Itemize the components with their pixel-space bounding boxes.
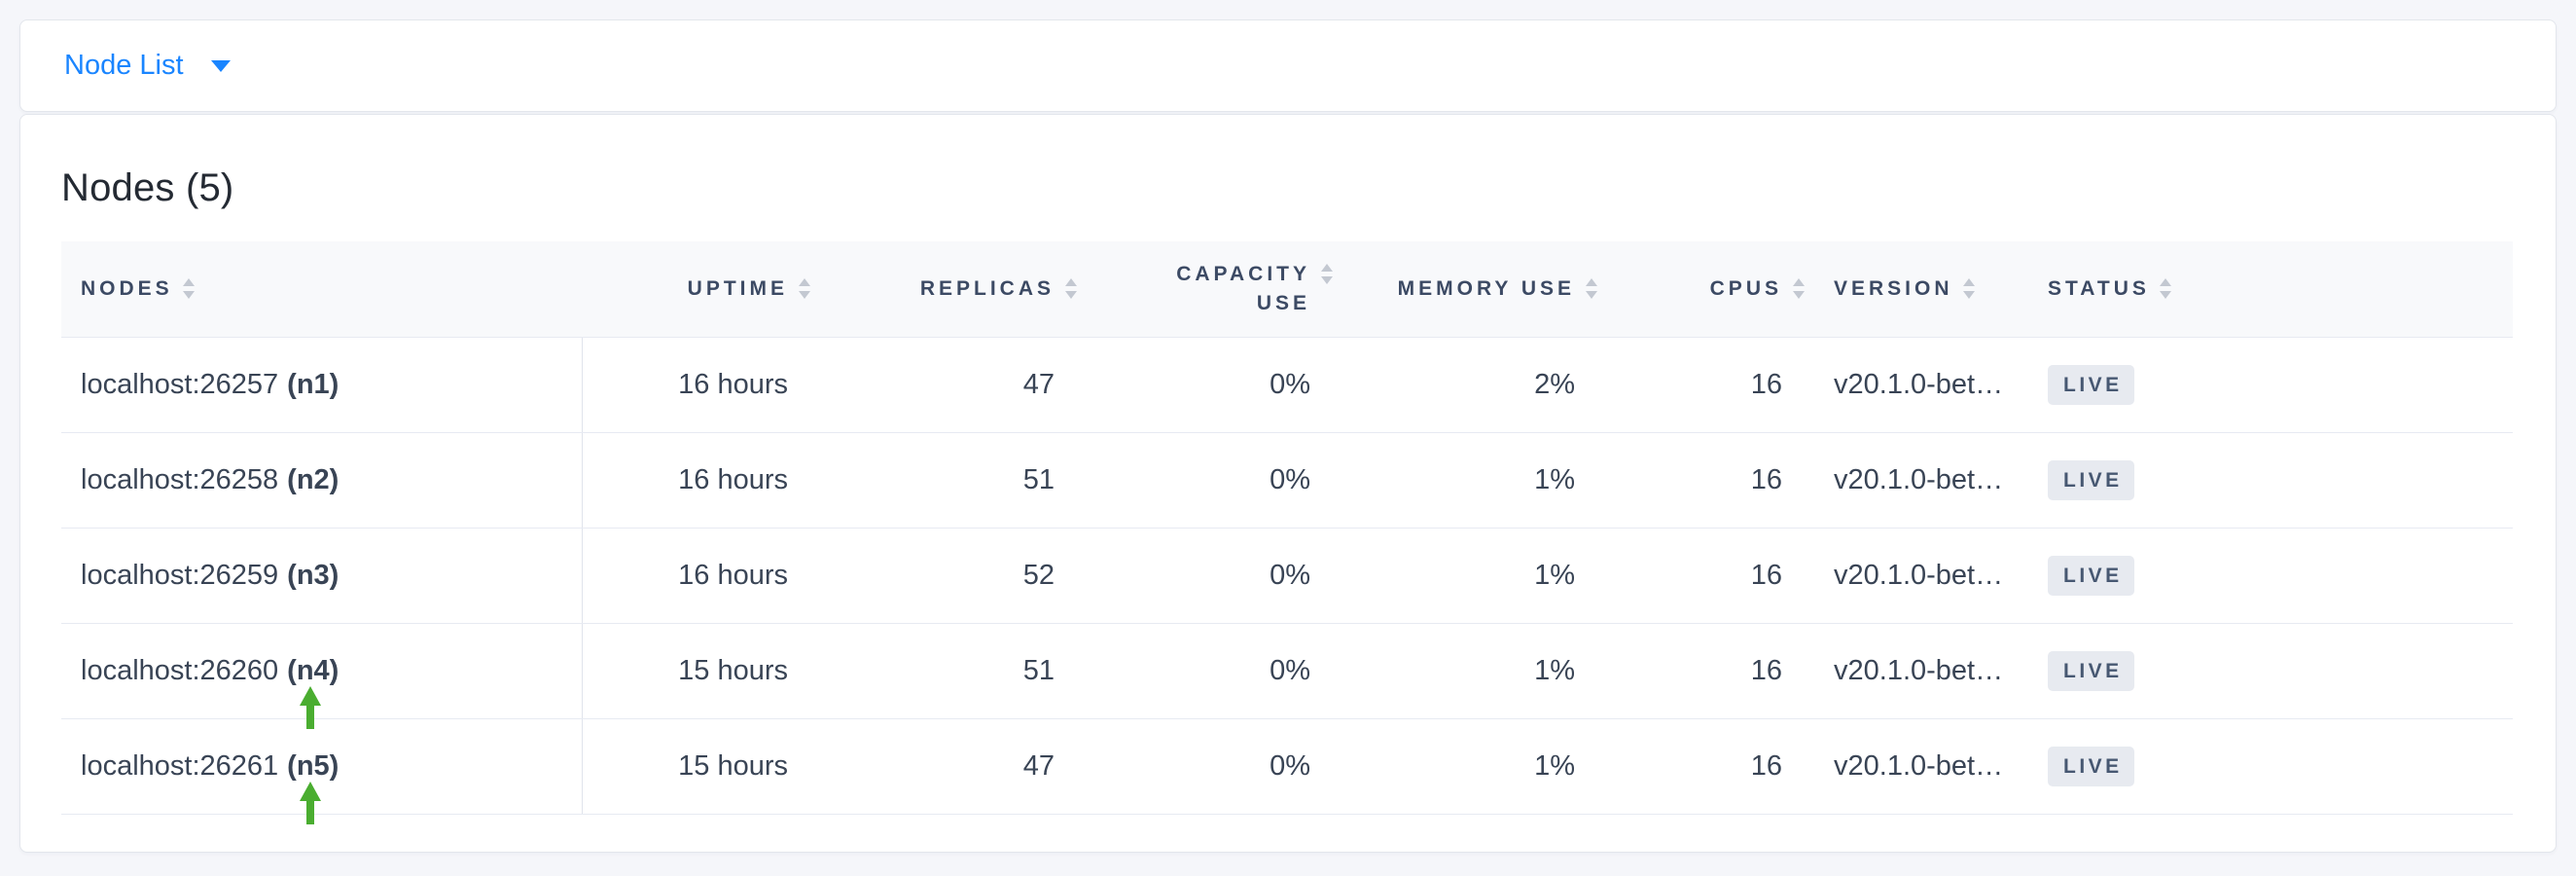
column-header-label: CPUS xyxy=(1709,276,1782,300)
cpus-cell: 16 xyxy=(1607,623,1814,719)
column-header-uptime[interactable]: UPTIME xyxy=(582,241,820,338)
view-dropdown[interactable]: Node List xyxy=(64,50,231,82)
node-id: (n3) xyxy=(287,559,340,591)
node-address: localhost:26259 xyxy=(81,559,279,591)
column-header-cpus[interactable]: CPUS xyxy=(1607,241,1814,338)
status-cell: LIVE xyxy=(2028,528,2513,624)
column-header-label: UPTIME xyxy=(687,276,788,300)
annotation-arrow-icon xyxy=(300,685,321,729)
table-row[interactable]: localhost:26259 (n3) 16 hours 52 0% 1% 1… xyxy=(61,528,2513,624)
capacity-use-cell: 0% xyxy=(1087,623,1342,719)
page-title: Nodes (5) xyxy=(61,166,234,209)
node-address: localhost:26261 xyxy=(81,749,279,782)
sort-icon xyxy=(1575,278,1607,300)
column-header-label: NODES xyxy=(81,276,173,300)
node-cell[interactable]: localhost:26258 (n2) xyxy=(61,432,583,529)
annotation-arrow-icon xyxy=(300,781,321,824)
table-row[interactable]: localhost:26260 (n4) 15 hours 51 0% 1% 1… xyxy=(61,623,2513,729)
version-cell: v20.1.0-bet… xyxy=(1814,623,2028,719)
column-header-label: VERSION xyxy=(1834,276,1953,300)
column-header-label: REPLICAS xyxy=(919,276,1055,300)
column-header-version[interactable]: VERSION xyxy=(1814,241,2028,338)
cpus-cell: 16 xyxy=(1607,432,1814,529)
node-id: (n1) xyxy=(287,368,340,400)
capacity-use-cell: 0% xyxy=(1087,432,1342,529)
sort-icon xyxy=(1310,263,1342,284)
chevron-down-icon xyxy=(210,59,231,72)
memory-use-cell: 2% xyxy=(1342,337,1607,433)
version-cell: v20.1.0-bet… xyxy=(1814,432,2028,529)
status-cell: LIVE xyxy=(2028,718,2513,815)
node-address: localhost:26257 xyxy=(81,368,279,400)
cpus-cell: 16 xyxy=(1607,528,1814,624)
sort-icon xyxy=(788,278,820,300)
table-row[interactable]: localhost:26261 (n5) 15 hours 47 0% 1% 1… xyxy=(61,718,2513,824)
status-badge: LIVE xyxy=(2048,555,2134,596)
status-badge: LIVE xyxy=(2048,650,2134,691)
uptime-cell: 15 hours xyxy=(582,623,820,719)
capacity-use-cell: 0% xyxy=(1087,528,1342,624)
replicas-cell: 51 xyxy=(820,623,1087,719)
node-id: (n4) xyxy=(287,654,340,686)
uptime-cell: 16 hours xyxy=(582,432,820,529)
view-selector-bar: Node List xyxy=(19,19,2557,112)
replicas-cell: 52 xyxy=(820,528,1087,624)
nodes-card: Nodes (5) NODES UPTIME xyxy=(19,114,2557,853)
memory-use-cell: 1% xyxy=(1342,528,1607,624)
status-cell: LIVE xyxy=(2028,432,2513,529)
capacity-use-cell: 0% xyxy=(1087,337,1342,433)
replicas-cell: 47 xyxy=(820,718,1087,815)
column-header-replicas[interactable]: REPLICAS xyxy=(820,241,1087,338)
sort-icon xyxy=(1953,278,1986,300)
column-header-capacity-use[interactable]: CAPACITY USE xyxy=(1087,241,1342,338)
column-header-label: CAPACITY USE xyxy=(1176,262,1310,314)
node-cell[interactable]: localhost:26261 (n5) xyxy=(61,718,583,824)
version-cell: v20.1.0-bet… xyxy=(1814,718,2028,815)
column-header-label: STATUS xyxy=(2048,276,2150,300)
replicas-cell: 47 xyxy=(820,337,1087,433)
memory-use-cell: 1% xyxy=(1342,432,1607,529)
table-header-row: NODES UPTIME REPLICAS xyxy=(61,241,2513,338)
status-badge: LIVE xyxy=(2048,746,2134,786)
table-row[interactable]: localhost:26257 (n1) 16 hours 47 0% 2% 1… xyxy=(61,337,2513,433)
sort-icon xyxy=(173,278,205,300)
node-address: localhost:26258 xyxy=(81,463,279,495)
column-header-nodes[interactable]: NODES xyxy=(61,241,582,338)
table-row[interactable]: localhost:26258 (n2) 16 hours 51 0% 1% 1… xyxy=(61,432,2513,529)
sort-icon xyxy=(2150,278,2182,300)
sort-icon xyxy=(1782,278,1814,300)
nodes-table: NODES UPTIME REPLICAS xyxy=(61,241,2513,824)
memory-use-cell: 1% xyxy=(1342,623,1607,719)
status-cell: LIVE xyxy=(2028,337,2513,433)
version-cell: v20.1.0-bet… xyxy=(1814,528,2028,624)
column-header-label: MEMORY USE xyxy=(1397,276,1575,300)
node-id: (n2) xyxy=(287,463,340,495)
status-badge: LIVE xyxy=(2048,364,2134,405)
node-address: localhost:26260 xyxy=(81,654,279,686)
status-cell: LIVE xyxy=(2028,623,2513,719)
column-header-memory-use[interactable]: MEMORY USE xyxy=(1342,241,1607,338)
node-id: (n5) xyxy=(287,749,340,782)
replicas-cell: 51 xyxy=(820,432,1087,529)
node-cell[interactable]: localhost:26257 (n1) xyxy=(61,337,583,433)
node-cell[interactable]: localhost:26260 (n4) xyxy=(61,623,583,729)
uptime-cell: 15 hours xyxy=(582,718,820,815)
cpus-cell: 16 xyxy=(1607,337,1814,433)
sort-icon xyxy=(1055,278,1087,300)
memory-use-cell: 1% xyxy=(1342,718,1607,815)
status-badge: LIVE xyxy=(2048,459,2134,500)
capacity-use-cell: 0% xyxy=(1087,718,1342,815)
column-header-status[interactable]: STATUS xyxy=(2028,241,2513,338)
uptime-cell: 16 hours xyxy=(582,528,820,624)
view-dropdown-label: Node List xyxy=(64,50,184,81)
cpus-cell: 16 xyxy=(1607,718,1814,815)
version-cell: v20.1.0-bet… xyxy=(1814,337,2028,433)
uptime-cell: 16 hours xyxy=(582,337,820,433)
node-cell[interactable]: localhost:26259 (n3) xyxy=(61,528,583,624)
